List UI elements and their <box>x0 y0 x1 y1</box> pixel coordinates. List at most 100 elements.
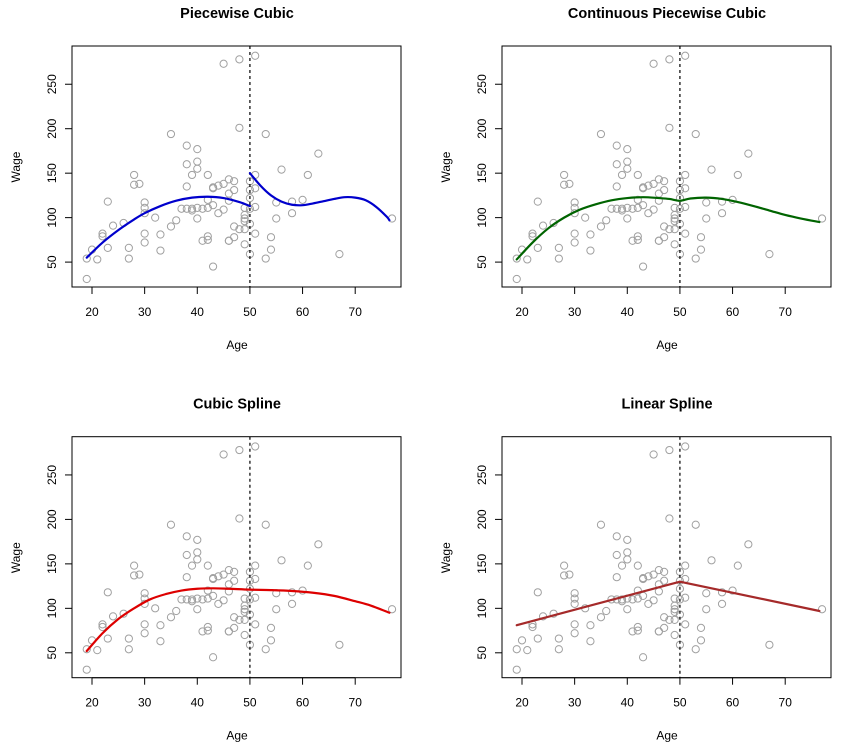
data-point <box>93 646 102 655</box>
data-point <box>570 594 579 603</box>
data-point <box>172 606 181 616</box>
data-point <box>691 520 700 529</box>
data-point <box>660 576 669 585</box>
y-tick-label: 100 <box>475 207 489 227</box>
x-tick-label: 70 <box>779 696 793 710</box>
fit-curve <box>515 196 821 261</box>
data-point <box>681 561 690 570</box>
data-point <box>670 601 679 610</box>
data-point <box>717 599 727 608</box>
data-point <box>570 620 579 629</box>
data-point <box>733 170 742 180</box>
data-point <box>235 225 244 234</box>
data-point <box>570 589 579 598</box>
data-point <box>633 561 642 570</box>
data-point <box>623 555 632 564</box>
data-point <box>633 235 642 244</box>
data-point <box>517 636 527 645</box>
data-point <box>140 589 149 598</box>
data-point <box>607 204 616 213</box>
chart-title: Linear Spline <box>621 397 712 413</box>
data-point <box>266 623 276 632</box>
data-point <box>187 206 197 215</box>
data-point <box>733 561 742 570</box>
data-point <box>612 573 621 582</box>
data-point <box>633 626 642 635</box>
y-tick-label: 250 <box>475 465 489 485</box>
y-tick-label: 50 <box>475 255 489 269</box>
data-point <box>93 255 102 264</box>
y-tick-label: 250 <box>475 74 489 94</box>
data-point <box>528 232 537 241</box>
data-point <box>612 182 621 191</box>
data-point <box>612 141 621 150</box>
data-point <box>638 201 648 210</box>
data-point <box>554 634 563 643</box>
data-point <box>198 236 207 245</box>
data-point <box>203 203 212 212</box>
data-point <box>670 225 679 234</box>
data-point <box>670 214 679 223</box>
data-point <box>251 593 260 602</box>
data-point <box>681 51 690 60</box>
data-point <box>219 570 228 579</box>
data-point <box>702 589 711 598</box>
panel-continuous-piecewise-cubic: Continuous Piecewise Cubic Age Wage 20 30… <box>439 6 832 352</box>
data-point <box>623 214 632 223</box>
data-point <box>151 604 160 613</box>
data-point <box>528 622 537 632</box>
data-point <box>82 645 91 654</box>
data-point <box>660 177 669 186</box>
data-point <box>230 567 239 576</box>
data-point <box>691 254 700 263</box>
data-point <box>219 205 228 214</box>
x-tick-label: 30 <box>138 305 152 319</box>
data-point <box>240 240 249 249</box>
x-tick-label: 20 <box>85 696 99 710</box>
data-point <box>533 197 542 206</box>
data-point <box>245 193 255 203</box>
data-point <box>224 565 233 575</box>
data-point <box>533 634 542 643</box>
data-point <box>172 216 181 225</box>
data-point <box>124 254 133 263</box>
data-point <box>314 149 323 158</box>
panel-cubic-spline: Cubic Spline Age Wage 20 30 40 50 60 70 50 100 1… <box>9 397 402 742</box>
data-point <box>665 225 674 234</box>
data-point <box>654 175 663 184</box>
y-axis: 50 100 150 200 250 <box>45 465 73 659</box>
data-point <box>203 594 212 603</box>
data-point <box>103 588 112 597</box>
data-point <box>670 615 679 624</box>
data-point <box>560 180 569 189</box>
data-point <box>208 184 218 193</box>
data-point <box>266 245 276 254</box>
x-tick-label: 40 <box>621 696 635 710</box>
data-point <box>182 204 191 213</box>
data-point <box>560 571 569 580</box>
y-axis-label: Wage <box>9 151 23 182</box>
data-point <box>654 236 663 245</box>
data-point <box>628 595 637 604</box>
data-point <box>512 274 521 284</box>
data-point <box>272 214 281 223</box>
data-point <box>230 576 239 585</box>
data-point <box>251 51 260 60</box>
data-point <box>182 141 191 150</box>
data-point <box>187 597 197 606</box>
y-axis: 50 100 150 200 250 <box>475 74 503 269</box>
fit-curve <box>515 580 821 627</box>
data-point <box>596 222 606 231</box>
data-point <box>623 605 632 614</box>
data-point <box>660 623 669 632</box>
data-point <box>665 615 674 624</box>
data-point <box>124 645 133 654</box>
data-point <box>638 262 648 271</box>
x-tick-label: 50 <box>243 305 257 319</box>
data-point <box>303 170 312 180</box>
data-point <box>696 623 706 632</box>
data-point <box>261 645 270 654</box>
data-point <box>649 450 658 459</box>
data-point <box>230 233 239 242</box>
y-tick-label: 200 <box>475 118 489 138</box>
